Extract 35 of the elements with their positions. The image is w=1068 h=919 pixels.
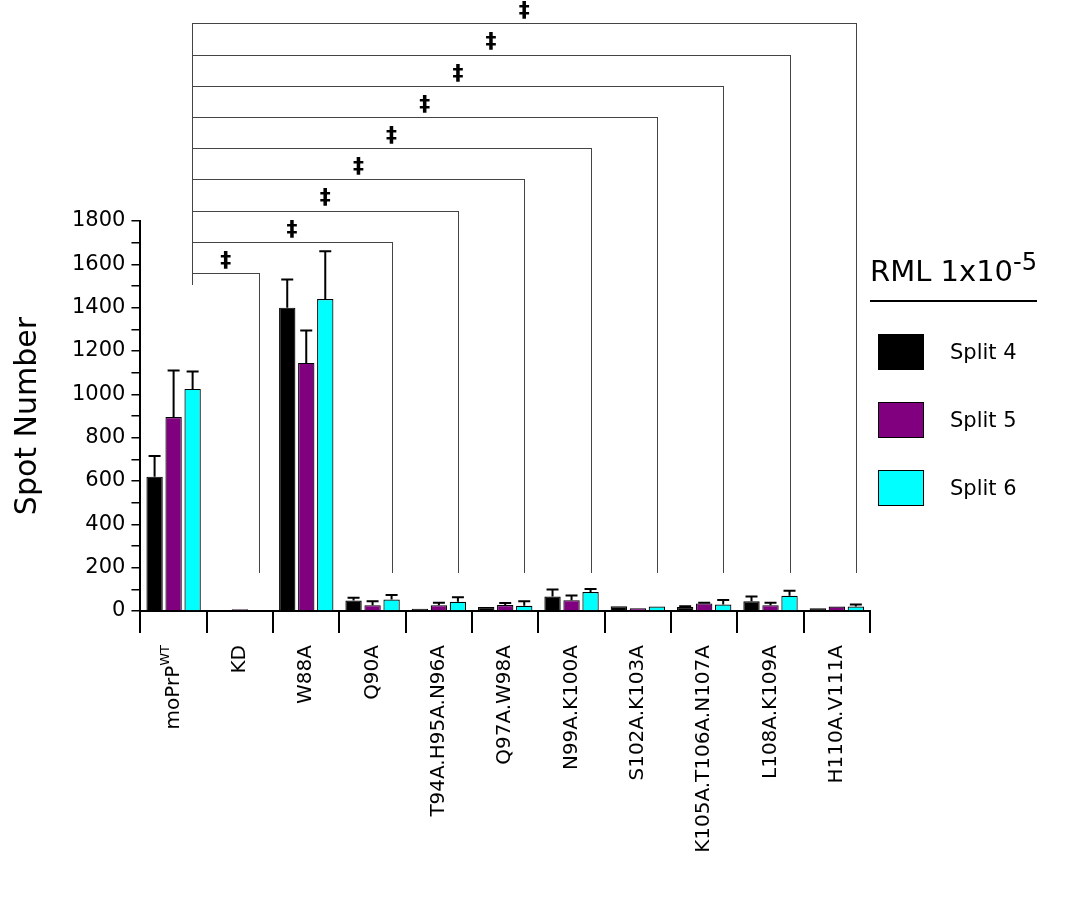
- y-tick-label: 800: [85, 424, 126, 449]
- text: ‡: [419, 90, 431, 116]
- legend-label: Split 6: [950, 475, 1017, 500]
- x-tick-label: T94A.H95A.N96A: [425, 644, 450, 818]
- text: ‡: [386, 121, 398, 147]
- text: ‡: [452, 59, 464, 85]
- y-tick-label: 1600: [71, 250, 126, 275]
- y-axis-title: Spot Number: [7, 316, 43, 516]
- x-tick-label: moPrPWT: [156, 644, 184, 730]
- x-tick-label: S102A.K103A: [624, 644, 649, 781]
- x-tick-label: Q90A: [358, 644, 383, 700]
- y-tick-label: 1000: [71, 380, 126, 405]
- legend-label: Split 4: [950, 339, 1017, 364]
- y-tick-label: 1400: [71, 294, 126, 319]
- annotation: ‡: [286, 215, 298, 241]
- y-tick-label: 0: [112, 597, 126, 622]
- x-tick-label: H110A.V111A: [823, 644, 848, 784]
- x-tick-label: K105A.T106A.N107A: [690, 644, 715, 853]
- text: ‡: [485, 28, 497, 54]
- x-tick-label: W88A: [292, 644, 317, 704]
- legend-label: Split 5: [950, 407, 1017, 432]
- text: ‡: [319, 184, 331, 210]
- x-tick-label: N99A.K100A: [557, 644, 582, 771]
- annotation: ‡: [220, 246, 232, 272]
- y-tick-label: 600: [85, 467, 126, 492]
- y-tick-label: 200: [85, 554, 126, 579]
- x-tick-label: Q97A.W98A: [491, 644, 516, 765]
- text: ‡: [518, 0, 530, 23]
- x-tick-label: KD: [226, 645, 251, 674]
- y-tick-label: 400: [85, 510, 126, 535]
- x-tick-label: L108A.K109A: [756, 644, 781, 779]
- y-tick-label: 1800: [71, 207, 126, 232]
- y-tick-label: 1200: [71, 337, 126, 362]
- legend-title: RML 1x10$^{-5}$: [870, 248, 1038, 302]
- text: ‡: [352, 153, 364, 179]
